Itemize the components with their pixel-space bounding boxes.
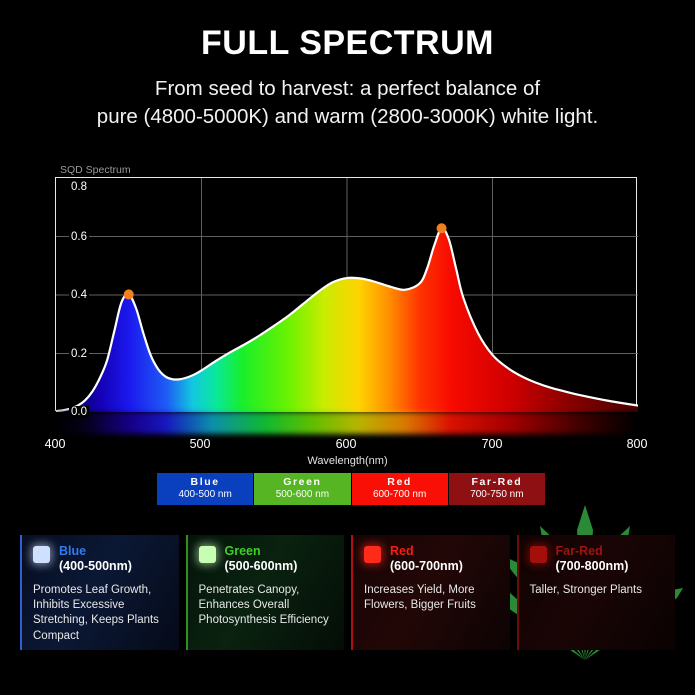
card-header: Red (600-700nm) [364,544,500,574]
card-name: Far-Red [555,544,603,558]
card-name: Blue [59,544,87,558]
card-name: Green [224,544,261,558]
card-range: (600-700nm) [390,558,463,573]
legend-band-blue: Blue 400-500 nm [157,473,255,505]
spectrum-chart: SQD Spectrum [0,150,695,480]
x-tick-4: 800 [626,437,648,451]
card-description: Taller, Stronger Plants [529,583,643,596]
card-range: (500-600nm) [224,558,298,573]
legend-band-far-red: Far-Red 700-750 nm [448,473,545,505]
card-description: Penetrates Canopy, Enhances Overall Phot… [198,583,329,627]
y-tick-4: 0.8 [69,181,89,193]
card-header: Blue (400-500nm) [33,544,169,574]
info-card-red[interactable]: Red (600-700nm) Increases Yield, More Flow… [351,535,510,650]
y-tick-0: 0.0 [69,406,89,418]
subtitle-line-2: pure (4800-5000K) and warm (2800-3000K) … [96,104,599,128]
card-range: (700-800nm) [555,558,629,573]
y-tick-3: 0.6 [69,230,89,243]
y-tick-1: 0.2 [69,347,89,360]
x-tick-3: 700 [481,437,503,451]
legend-band-name: Red [387,476,412,489]
card-name: Red [390,544,414,558]
plot-frame: 0.0 0.2 0.4 0.6 0.8 [55,177,638,418]
y-tick-2: 0.4 [69,289,89,301]
chart-caption: SQD Spectrum [60,164,131,176]
waveband-legend: Blue 400-500 nm Green 500-600 nm Red 600-700 … [157,473,545,505]
spectrum-plot-svg [56,178,638,412]
legend-band-range: 600-700 nm [372,489,427,501]
card-titles: Green (500-600nm) [225,544,298,574]
legend-band-name: Far-Red [471,476,523,489]
page-title: FULL SPECTRUM [201,24,494,62]
red-swatch-icon [364,546,381,563]
x-tick-0: 400 [44,437,66,451]
subtitle-line-1: From seed to harvest: a perfect balance … [154,77,541,100]
legend-band-name: Blue [190,476,220,489]
x-axis-label: Wavelength(nm) [307,455,388,467]
legend-band-range: 500-600 nm [275,489,330,501]
legend-band-red: Red 600-700 nm [351,473,449,505]
card-titles: Far-Red (700-800nm) [556,544,629,574]
card-range: (400-500nm) [59,558,132,573]
peak-marker-0 [123,289,134,300]
spectrum-curve [56,227,638,412]
blue-swatch-icon [33,546,50,563]
card-description: Increases Yield, More Flowers, Bigger Fr… [364,583,476,611]
waveband-info-cards: Blue (400-500nm) Promotes Leaf Growth, Inh… [20,535,675,650]
header: FULL SPECTRUM From seed to harvest: a pe… [0,0,695,130]
x-tick-1: 500 [189,437,211,451]
far-red-swatch-icon [529,546,547,563]
info-card-green[interactable]: Green (500-600nm) Penetrates Canopy, Enhan… [185,535,344,650]
peak-marker-1 [436,223,447,234]
card-description: Promotes Leaf Growth, Inhibits Excessive… [33,583,159,642]
card-titles: Red (600-700nm) [390,544,463,574]
info-card-blue[interactable]: Blue (400-500nm) Promotes Leaf Growth, Inh… [20,535,179,650]
x-tick-2: 600 [335,437,357,451]
legend-band-range: 700-750 nm [470,489,524,501]
card-titles: Blue (400-500nm) [59,544,132,574]
legend-band-green: Green 500-600 nm [254,473,352,505]
spectrum-fill [56,228,638,412]
green-swatch-icon [198,546,216,563]
legend-band-name: Green [283,476,322,489]
info-card-far-red[interactable]: Far-Red (700-800nm) Taller, Stronger Plant… [516,535,675,650]
peak-markers [123,223,447,300]
subtitle: From seed to harvest: a perfect balance … [0,75,695,130]
card-header: Green (500-600nm) [198,544,335,574]
card-header: Far-Red (700-800nm) [529,544,666,574]
legend-band-range: 400-500 nm [178,489,232,501]
spectrum-glow-bar [55,412,637,434]
